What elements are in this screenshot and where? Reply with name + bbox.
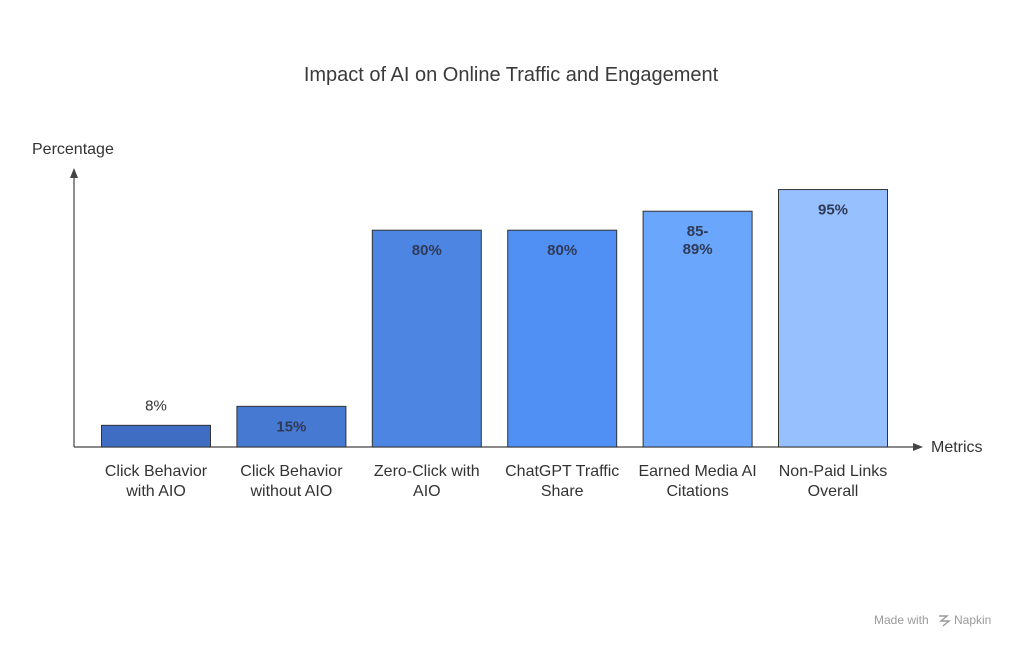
bar-5 (778, 189, 888, 448)
category-label-4: Earned Media AI Citations (638, 463, 756, 500)
napkin-logo-icon (939, 615, 951, 627)
data-label-1: 15% (276, 418, 306, 435)
x-axis-label: Metrics (931, 439, 983, 456)
bar-4 (642, 210, 753, 448)
category-label-3: ChatGPT Traffic Share (505, 463, 619, 500)
category-label-2: Zero-Click with AIO (374, 463, 480, 500)
chart-title: Impact of AI on Online Traffic and Engag… (304, 64, 719, 86)
watermark-brand: Napkin (954, 613, 991, 627)
bar-2 (371, 229, 482, 448)
data-label-0: 8% (145, 397, 167, 414)
category-label-5: Non-Paid Links Overall (779, 463, 888, 500)
category-label-0: Click Behavior with AIO (105, 463, 208, 500)
y-axis-label: Percentage (32, 141, 114, 158)
category-label-1: Click Behavior without AIO (240, 463, 343, 500)
bar-0 (101, 424, 211, 448)
bars-group: 8% Click Behavior with AIO 15% Click Behavio… (101, 189, 888, 500)
data-label-4: 85-89% (683, 223, 713, 258)
y-axis-arrow (70, 168, 78, 178)
watermark-text: Made with (874, 613, 929, 627)
bar-1 (236, 405, 347, 448)
data-label-5: 95% (818, 202, 848, 219)
bar-3 (507, 229, 618, 448)
data-label-3: 80% (547, 242, 577, 259)
x-axis-arrow (913, 443, 923, 451)
data-label-2: 80% (412, 242, 442, 259)
